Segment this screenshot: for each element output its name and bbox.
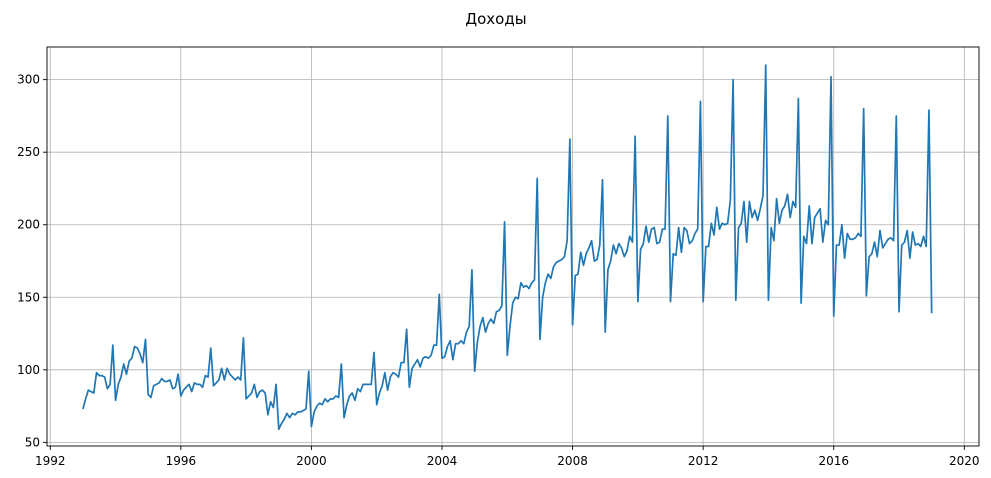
- y-tick-label: 50: [25, 435, 40, 449]
- plot-frame: [46, 46, 980, 447]
- x-tick-label: 1992: [35, 454, 66, 468]
- x-tick-label: 2008: [557, 454, 588, 468]
- x-tick-label: 2000: [296, 454, 327, 468]
- y-tick-label: 200: [17, 218, 40, 232]
- x-tick-label: 2016: [818, 454, 849, 468]
- y-tick-label: 300: [17, 73, 40, 87]
- y-tick-label: 100: [17, 363, 40, 377]
- x-tick-label: 2004: [427, 454, 458, 468]
- series-line: [82, 64, 933, 431]
- x-tick-label: 1996: [166, 454, 197, 468]
- x-tick-label: 2012: [688, 454, 719, 468]
- y-tick-label: 250: [17, 145, 40, 159]
- axis-tick-labels: 1992 1996 2000 2004 2008 2012 2016 2020 50 100 150…: [17, 73, 979, 468]
- x-tick-label: 2020: [949, 454, 980, 468]
- y-tick-label: 150: [17, 290, 40, 304]
- grid-lines: [47, 47, 979, 446]
- chart-title: Доходы: [465, 10, 526, 28]
- axis-ticks: [43, 79, 965, 450]
